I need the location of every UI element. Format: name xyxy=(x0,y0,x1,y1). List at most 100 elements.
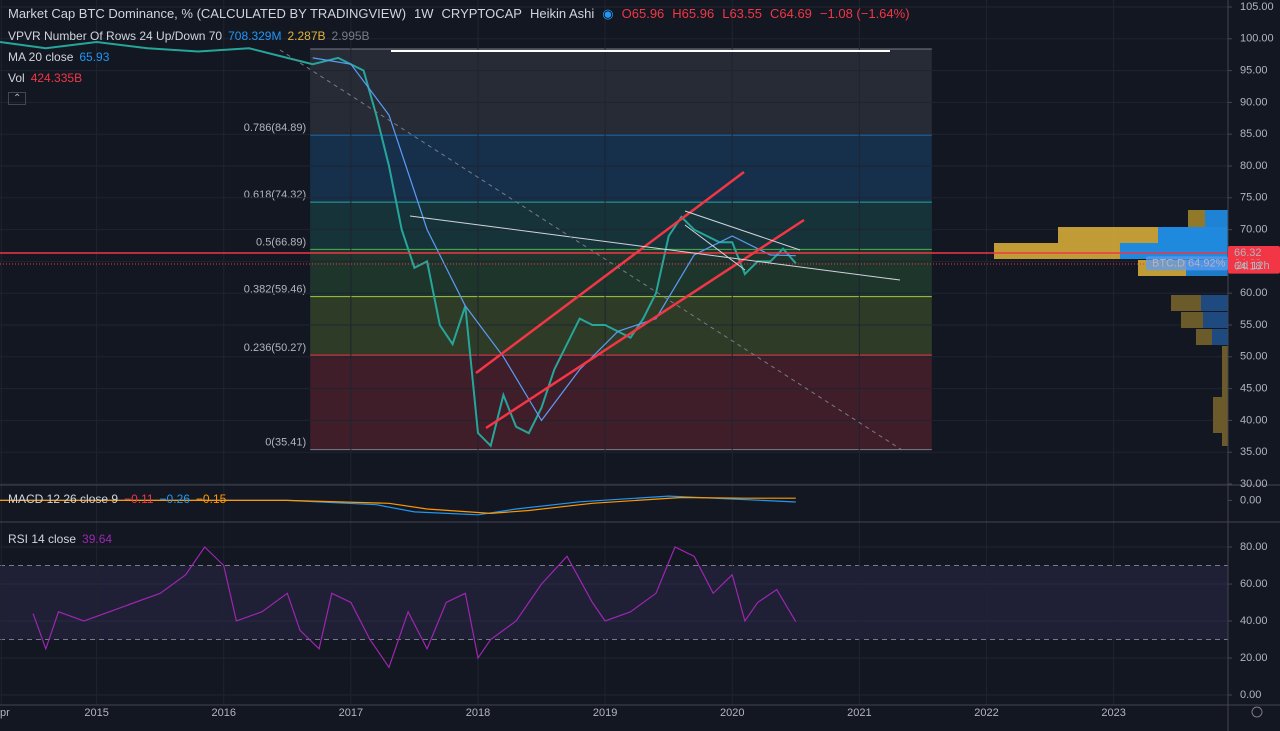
vp-bar xyxy=(1120,243,1228,259)
y-tick-label: 105.00 xyxy=(1240,1,1274,13)
fib-retracement: 0.786(84.89) 0.618(74.32) 0.5(66.89) 0.382(… xyxy=(244,48,932,451)
fib-label: 0.618(74.32) xyxy=(244,189,306,201)
x-tick-label: 2023 xyxy=(1101,707,1125,719)
rsi-value: 39.64 xyxy=(82,532,113,546)
fib-label: 0.382(59.46) xyxy=(244,284,306,296)
exchange: CRYPTOCAP xyxy=(441,6,522,21)
y-tick-label: 0.00 xyxy=(1240,494,1261,506)
vpvr-value: 2.287B xyxy=(287,29,326,43)
vol-legend: Vol 424.335B xyxy=(8,71,82,85)
volume-profile xyxy=(994,210,1228,446)
settings-icon[interactable] xyxy=(1251,706,1263,718)
y-tick-label: 75.00 xyxy=(1240,192,1268,204)
vp-bar xyxy=(1188,210,1205,227)
y-tick-label: 40.00 xyxy=(1240,615,1268,627)
fib-band xyxy=(310,355,932,450)
price-tag-label: 64.18 xyxy=(1234,261,1262,273)
vpvr-value: 708.329M xyxy=(228,29,282,43)
rsi-legend: RSI 14 close 39.64 xyxy=(8,532,112,546)
trend-line xyxy=(684,210,801,251)
x-tick-label: 2016 xyxy=(211,707,235,719)
fib-label: 0.5(66.89) xyxy=(256,236,306,248)
drawings xyxy=(0,49,1228,451)
ma-legend: MA 20 close 65.93 xyxy=(8,50,109,64)
indicator-line xyxy=(0,496,796,515)
fib-band xyxy=(310,296,932,356)
fib-diagonal xyxy=(279,49,903,451)
vp-bar xyxy=(1181,312,1203,328)
rsi-band xyxy=(0,565,1228,640)
y-tick-label: 60.00 xyxy=(1240,287,1268,299)
channel-upper xyxy=(475,171,745,374)
vp-bar xyxy=(1196,329,1212,345)
price-line xyxy=(0,40,797,448)
vol-label: Vol xyxy=(8,71,25,85)
price-tag-label: 66.32 xyxy=(1234,247,1262,259)
fib-band xyxy=(310,249,932,297)
vpvr-legend: VPVR Number Of Rows 24 Up/Down 70 708.32… xyxy=(8,29,370,43)
macd-value: −0.15 xyxy=(195,492,227,506)
y-tick-label: 60.00 xyxy=(1240,578,1268,590)
y-tick-label: 40.00 xyxy=(1240,414,1268,426)
vp-bar xyxy=(1201,295,1228,311)
macd-label: MACD 12 26 close 9 xyxy=(8,492,119,506)
vp-bar xyxy=(994,243,1120,259)
y-tick-label: 35.00 xyxy=(1240,446,1268,458)
symbol-tag-label: BTC.D 64.92% xyxy=(1152,257,1226,269)
macd-legend: MACD 12 26 close 9 −0.11 −0.26 −0.15 xyxy=(8,492,226,506)
ohlc-h: H65.96 xyxy=(672,6,715,21)
fib-label: 0(35.41) xyxy=(265,436,306,448)
y-tick-label: 70.00 xyxy=(1240,224,1268,236)
y-tick-label: 80.00 xyxy=(1240,160,1268,172)
trend-line xyxy=(684,224,746,271)
x-tick-label: 2015 xyxy=(84,707,108,719)
rsi-label: RSI 14 close xyxy=(8,532,77,546)
ma-label: MA 20 close xyxy=(8,50,74,64)
fib-label: 0.236(50.27) xyxy=(244,342,306,354)
x-tick-label: 2021 xyxy=(847,707,871,719)
vp-bar xyxy=(1222,346,1228,446)
y-tick-label: 80.00 xyxy=(1240,541,1268,553)
fib-band xyxy=(310,48,932,135)
symbol-title: Market Cap BTC Dominance, % (CALCULATED … xyxy=(8,6,407,21)
trend-line xyxy=(409,215,901,281)
fib-band xyxy=(310,134,932,203)
ohlc-o: O65.96 xyxy=(621,6,665,21)
vp-bar xyxy=(1203,312,1228,328)
change: −1.08 (−1.64%) xyxy=(819,6,910,21)
interval: 1W xyxy=(414,6,434,21)
macd-value: −0.26 xyxy=(159,492,190,506)
collapse-button[interactable]: ⌃ xyxy=(8,92,27,105)
y-tick-label: 0.00 xyxy=(1240,689,1261,701)
x-tick-label: 2018 xyxy=(466,707,490,719)
symbol-tag xyxy=(1146,256,1228,271)
fib-label: 0.786(84.89) xyxy=(244,122,306,134)
series xyxy=(0,40,797,669)
x-tick-label: 2022 xyxy=(974,707,998,719)
x-tick-label: pr xyxy=(0,707,10,719)
vp-bar xyxy=(1171,295,1201,311)
ohlc-l: L63.55 xyxy=(722,6,762,21)
vp-bar xyxy=(1058,227,1158,243)
vp-bar xyxy=(1205,210,1228,227)
y-tick-label: 30.00 xyxy=(1240,478,1268,490)
vp-bar xyxy=(1213,397,1228,433)
header-legend: Market Cap BTC Dominance, % (CALCULATED … xyxy=(8,6,910,22)
vpvr-value: 2.995B xyxy=(331,29,370,43)
ohlc-c: C64.69 xyxy=(769,6,812,21)
status-dot: ◉ xyxy=(602,6,614,21)
y-tick-label: 95.00 xyxy=(1240,65,1268,77)
grid xyxy=(0,0,1228,705)
y-tick-label: 90.00 xyxy=(1240,96,1268,108)
x-tick-label: 2020 xyxy=(720,707,744,719)
price-tag xyxy=(1228,259,1280,274)
y-tick-label: 85.00 xyxy=(1240,128,1268,140)
channel-lower xyxy=(485,218,805,430)
x-tick-label: 2017 xyxy=(339,707,363,719)
vp-bar xyxy=(1212,329,1228,345)
vp-bar xyxy=(1158,227,1228,243)
chart-style: Heikin Ashi xyxy=(529,6,595,21)
